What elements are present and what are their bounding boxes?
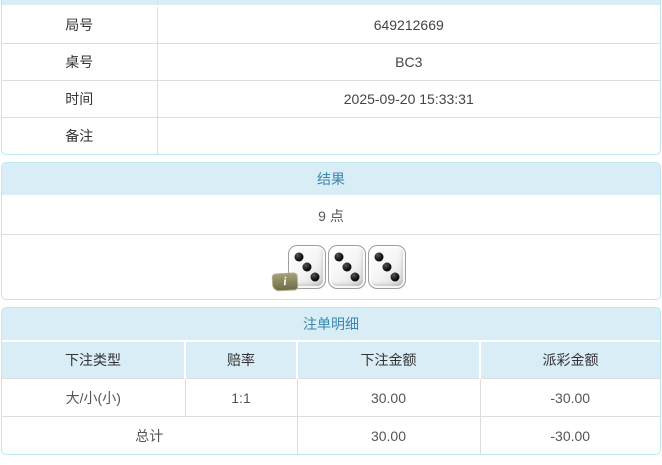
die-pip <box>382 262 392 272</box>
bet-type-value: 大/小(小) <box>2 378 186 417</box>
die-pip <box>350 272 360 282</box>
result-panel-title: 结果 <box>2 163 660 197</box>
die-pip <box>302 262 312 272</box>
total-bet-amount: 30.00 <box>297 416 481 454</box>
die-3-showing-3 <box>368 245 406 289</box>
payout-value: -30.00 <box>480 378 660 417</box>
dice-cell: i <box>2 234 660 299</box>
die-pip <box>310 272 320 282</box>
game-info-table: 局号 649212669 桌号 BC3 时间 2025-09-20 15:33:… <box>2 0 660 154</box>
time-label: 时间 <box>2 80 158 118</box>
dice-group: i <box>271 245 406 292</box>
round-number-value: 649212669 <box>373 17 444 33</box>
table-number-value: BC3 <box>157 43 660 81</box>
cropped-header-strip-label-cell <box>2 0 158 7</box>
game-info-panel: 局号 649212669 桌号 BC3 时间 2025-09-20 15:33:… <box>1 0 661 155</box>
cropped-header-strip <box>2 0 660 7</box>
result-table: 9 点 i <box>2 197 660 299</box>
bet-amount-value: 30.00 <box>297 378 481 417</box>
bet-row: 大/小(小) 1:1 30.00 -30.00 <box>2 378 660 417</box>
row-time: 时间 2025-09-20 15:33:31 <box>2 80 660 118</box>
result-panel: 结果 9 点 i <box>1 162 661 300</box>
total-row: 总计 30.00 -30.00 <box>2 416 660 454</box>
total-payout: -30.00 <box>480 416 660 454</box>
time-value: 2025-09-20 15:33:31 <box>157 80 660 118</box>
die-pip <box>374 252 384 262</box>
odds-value: 1:1 <box>185 378 298 417</box>
row-table-number: 桌号 BC3 <box>2 43 660 81</box>
remark-value <box>157 117 660 154</box>
remark-label: 备注 <box>2 117 158 154</box>
col-bet-amount: 下注金额 <box>297 342 481 379</box>
row-dice: i <box>2 234 660 299</box>
row-remark: 备注 <box>2 117 660 154</box>
die-pip <box>294 252 304 262</box>
bet-details-title: 注单明细 <box>2 308 660 342</box>
total-label: 总计 <box>2 416 298 454</box>
image-info-icon[interactable]: i <box>271 272 299 292</box>
die-pip <box>342 262 352 272</box>
row-round-number: 局号 649212669 <box>2 6 660 44</box>
bet-details-panel: 注单明细 下注类型 赔率 下注金额 派彩金额 大/小(小) 1:1 30.00 … <box>1 307 661 455</box>
cropped-header-strip-value-cell <box>157 0 660 7</box>
row-points: 9 点 <box>2 197 660 235</box>
col-bet-type: 下注类型 <box>2 342 186 379</box>
col-odds: 赔率 <box>185 342 298 379</box>
points-value: 9 点 <box>318 207 344 224</box>
round-number-label: 局号 <box>2 6 158 44</box>
die-pip <box>390 272 400 282</box>
table-number-label: 桌号 <box>2 43 158 81</box>
die-2-showing-3 <box>328 245 366 289</box>
bet-details-header-row: 下注类型 赔率 下注金额 派彩金额 <box>2 342 660 379</box>
die-pip <box>334 252 344 262</box>
col-payout: 派彩金额 <box>480 342 660 379</box>
bet-details-table: 下注类型 赔率 下注金额 派彩金额 大/小(小) 1:1 30.00 -30.0… <box>2 342 660 454</box>
